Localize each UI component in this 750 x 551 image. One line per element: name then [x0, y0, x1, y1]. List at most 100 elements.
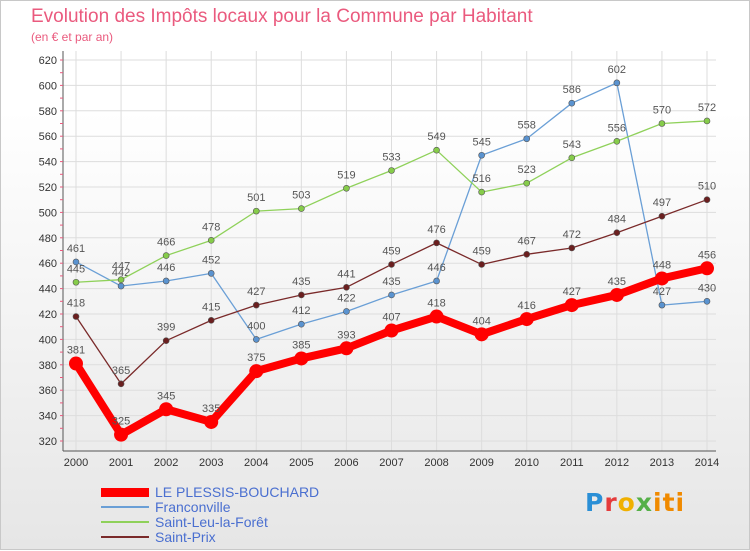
data-point — [72, 313, 80, 320]
data-label: 448 — [653, 259, 671, 271]
data-point — [478, 261, 485, 268]
data-label: 404 — [472, 315, 490, 327]
data-label: 519 — [337, 169, 355, 181]
data-point — [159, 402, 174, 417]
data-label: 570 — [653, 105, 671, 117]
data-point — [568, 99, 576, 107]
y-tick-label: 400 — [39, 334, 57, 346]
data-label: 484 — [608, 214, 626, 226]
data-point — [474, 327, 489, 342]
legend-label-saint-prix: Saint-Prix — [155, 529, 216, 545]
data-label: 497 — [653, 197, 671, 209]
data-label: 452 — [202, 254, 220, 266]
data-point — [249, 364, 264, 379]
data-point — [252, 336, 260, 343]
data-label: 466 — [157, 237, 175, 249]
data-label: 446 — [157, 262, 175, 274]
data-point — [658, 120, 666, 127]
legend-label-saint-leu: Saint-Leu-la-Forêt — [155, 514, 268, 530]
data-label: 543 — [563, 139, 581, 151]
data-label: 430 — [698, 282, 716, 294]
data-point — [343, 184, 350, 192]
data-point — [523, 179, 531, 187]
data-label: 523 — [518, 164, 536, 176]
data-point — [568, 244, 576, 252]
data-point — [117, 276, 125, 284]
data-point — [204, 414, 219, 429]
y-tick-label: 480 — [39, 233, 57, 245]
data-point — [207, 317, 215, 324]
data-point — [564, 298, 579, 313]
data-label: 467 — [518, 235, 536, 247]
data-label: 478 — [202, 221, 220, 233]
x-tick-label: 2001 — [109, 457, 133, 469]
data-point — [658, 212, 666, 220]
data-label: 503 — [292, 190, 310, 202]
data-label: 325 — [112, 416, 130, 428]
data-point — [568, 154, 576, 162]
data-label: 586 — [563, 84, 581, 96]
data-label: 335 — [202, 403, 220, 415]
data-label: 461 — [67, 243, 85, 255]
data-label: 446 — [427, 262, 445, 274]
x-tick-label: 2009 — [469, 457, 493, 469]
data-point — [433, 277, 440, 285]
data-label: 456 — [698, 249, 716, 261]
data-label: 385 — [292, 339, 310, 351]
data-point — [384, 323, 399, 338]
y-tick-label: 360 — [39, 385, 57, 397]
data-label: 558 — [518, 120, 536, 132]
y-tick-label: 460 — [39, 258, 57, 270]
data-point — [162, 277, 170, 285]
y-tick-label: 340 — [39, 411, 57, 423]
data-point — [298, 320, 305, 328]
data-point — [298, 205, 305, 212]
data-point — [700, 261, 714, 276]
data-point — [658, 301, 666, 309]
data-label: 516 — [472, 173, 490, 185]
x-tick-label: 2006 — [334, 457, 358, 469]
data-label: 400 — [247, 320, 265, 332]
data-point — [523, 135, 531, 143]
data-point — [429, 309, 444, 324]
data-point — [117, 380, 125, 388]
data-point — [343, 284, 350, 291]
data-label: 416 — [518, 300, 536, 312]
data-label: 427 — [247, 286, 265, 298]
legend-swatch-plessis — [101, 488, 149, 497]
data-label: 549 — [427, 131, 445, 143]
data-label: 427 — [653, 286, 671, 298]
data-point — [207, 270, 215, 277]
y-tick-label: 380 — [39, 360, 57, 372]
data-label: 422 — [337, 292, 355, 304]
data-point — [69, 356, 83, 371]
data-label: 418 — [427, 298, 445, 310]
data-label: 572 — [698, 102, 716, 114]
data-point — [339, 341, 354, 356]
x-tick-label: 2012 — [605, 457, 629, 469]
data-label: 447 — [112, 261, 130, 273]
x-tick-label: 2003 — [199, 457, 223, 469]
data-label: 418 — [67, 298, 85, 310]
data-label: 435 — [382, 276, 400, 288]
data-point — [478, 188, 485, 196]
data-point — [703, 196, 711, 203]
data-point — [523, 251, 531, 258]
data-point — [613, 137, 621, 145]
data-label: 602 — [608, 64, 626, 76]
data-point — [207, 237, 215, 244]
y-tick-label: 540 — [39, 157, 57, 169]
x-tick-label: 2010 — [514, 457, 538, 469]
data-label: 435 — [608, 276, 626, 288]
data-label: 427 — [563, 286, 581, 298]
legend-label-franconville: Franconville — [155, 499, 231, 515]
data-label: 393 — [337, 329, 355, 341]
legend-label-plessis: LE PLESSIS-BOUCHARD — [155, 484, 320, 500]
data-point — [388, 167, 395, 174]
x-tick-label: 2013 — [650, 457, 674, 469]
x-tick-label: 2000 — [64, 457, 88, 469]
data-label: 556 — [608, 122, 626, 134]
legend-swatch-saint-leu — [101, 521, 149, 523]
x-tick-label: 2002 — [154, 457, 178, 469]
